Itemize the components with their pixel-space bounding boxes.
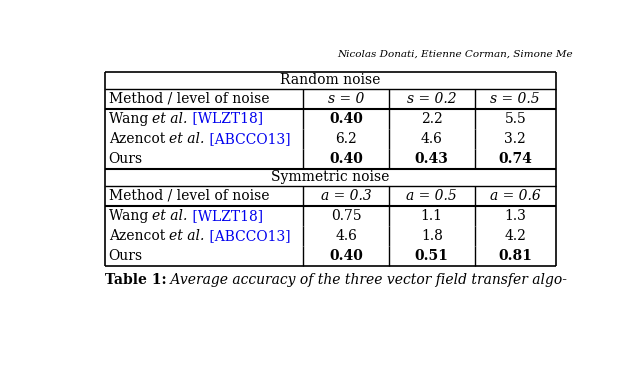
Text: 0.74: 0.74 xyxy=(499,152,532,166)
Text: 0.75: 0.75 xyxy=(331,209,362,223)
Text: et al.: et al. xyxy=(170,132,205,146)
Text: [ABCCO13]: [ABCCO13] xyxy=(205,132,291,146)
Text: 0.43: 0.43 xyxy=(415,152,449,166)
Text: et al.: et al. xyxy=(152,209,188,223)
Text: [WLZT18]: [WLZT18] xyxy=(188,112,263,126)
Text: 4.6: 4.6 xyxy=(421,132,443,146)
Text: 5.5: 5.5 xyxy=(504,112,526,126)
Text: [ABCCO13]: [ABCCO13] xyxy=(205,229,291,243)
Text: Method / level of noise: Method / level of noise xyxy=(109,92,269,105)
Text: 4.6: 4.6 xyxy=(335,229,357,243)
Text: Ours: Ours xyxy=(109,249,143,263)
Text: 1.1: 1.1 xyxy=(421,209,443,223)
Text: 1.3: 1.3 xyxy=(504,209,526,223)
Text: 3.2: 3.2 xyxy=(504,132,526,146)
Text: [WLZT18]: [WLZT18] xyxy=(188,209,263,223)
Text: s = 0: s = 0 xyxy=(328,92,364,105)
Text: Ours: Ours xyxy=(109,152,143,166)
Text: s = 0.5: s = 0.5 xyxy=(490,92,540,105)
Text: Azencot: Azencot xyxy=(109,132,170,146)
Text: et al.: et al. xyxy=(152,112,188,126)
Text: 4.2: 4.2 xyxy=(504,229,526,243)
Text: Method / level of noise: Method / level of noise xyxy=(109,188,269,203)
Text: 0.40: 0.40 xyxy=(329,112,363,126)
Text: 6.2: 6.2 xyxy=(335,132,357,146)
Text: Symmetric noise: Symmetric noise xyxy=(271,170,390,184)
Text: 0.40: 0.40 xyxy=(329,249,363,263)
Text: a = 0.6: a = 0.6 xyxy=(490,188,541,203)
Text: Azencot: Azencot xyxy=(109,229,170,243)
Text: 0.40: 0.40 xyxy=(329,152,363,166)
Text: 1.8: 1.8 xyxy=(421,229,443,243)
Text: Random noise: Random noise xyxy=(280,73,381,87)
Text: et al.: et al. xyxy=(170,229,205,243)
Text: Wang: Wang xyxy=(109,209,152,223)
Text: Wang: Wang xyxy=(109,112,152,126)
Text: 2.2: 2.2 xyxy=(421,112,443,126)
Text: Average accuracy of the three vector field transfer algo-: Average accuracy of the three vector fie… xyxy=(166,273,568,287)
Text: s = 0.2: s = 0.2 xyxy=(407,92,456,105)
Text: 0.81: 0.81 xyxy=(499,249,532,263)
Text: a = 0.5: a = 0.5 xyxy=(406,188,457,203)
Text: Nicolas Donati, Etienne Corman, Simone Me: Nicolas Donati, Etienne Corman, Simone M… xyxy=(337,50,573,59)
Text: 0.51: 0.51 xyxy=(415,249,449,263)
Text: Table 1:: Table 1: xyxy=(105,273,166,287)
Text: a = 0.3: a = 0.3 xyxy=(321,188,371,203)
